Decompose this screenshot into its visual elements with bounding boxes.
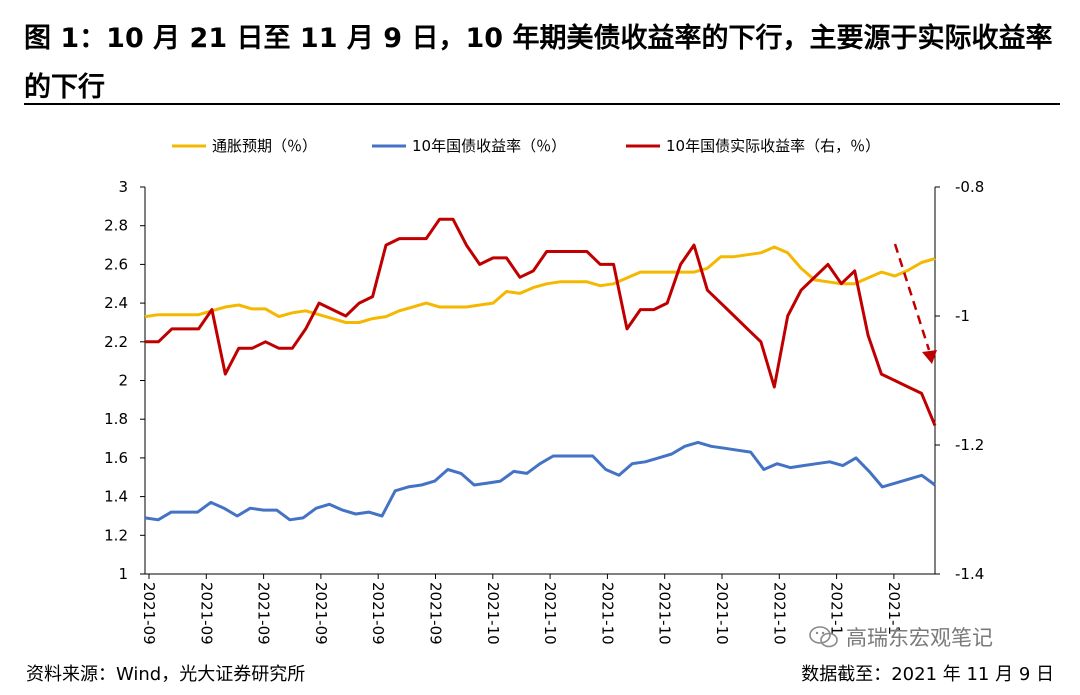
x-tick-label: 2021-10 [598,582,616,645]
x-tick-label: 2021-09 [255,582,273,645]
dashed-arrow-shaft [893,243,931,351]
y-tick-label-left: 2.6 [104,255,128,273]
watermark-text: 高瑞东宏观笔记 [846,626,993,650]
y-tick-label-left: 3 [118,178,128,196]
y-tick-label-left: 1 [118,565,128,583]
legend-label-1: 10年国债收益率（％） [412,137,566,155]
source-note: 资料来源：Wind，光大证券研究所 [26,664,306,685]
figure-title: 图 1：10 月 21 日至 11 月 9 日，10 年期美债收益率的下行，主要… [24,23,1053,103]
y-tick-label-left: 2 [118,372,128,390]
watermark: 高瑞东宏观笔记 [808,622,993,652]
y-tick-label-right: -1.2 [955,436,984,454]
x-tick-label: 2021-09 [427,582,445,645]
y-tick-label-left: 2.4 [104,294,128,312]
dashed-arrow-head [922,350,937,364]
y-tick-label-left: 1.6 [104,449,128,467]
y-tick-label-left: 1.2 [104,526,128,544]
y-tick-label-left: 1.8 [104,410,128,428]
x-tick-label: 2021-09 [140,582,158,645]
x-tick-label: 2021-09 [369,582,387,645]
y-tick-label-left: 2.8 [104,217,128,235]
x-tick-label: 2021-09 [197,582,215,645]
y-tick-label-right: -1 [955,307,970,325]
series-line-2 [145,217,937,427]
wechat-icon [809,626,838,648]
legend-label-0: 通胀预期（％） [212,137,317,155]
x-tick-label: 2021-1 [885,582,903,635]
x-tick-label: 2021-1 [828,582,846,635]
x-tick-label: 2021-10 [541,582,559,645]
date-note: 数据截至：2021 年 11 月 9 日 [801,664,1054,685]
y-tick-label-right: -0.8 [955,178,984,196]
line-chart: 3 2.8 2.6 2.4 2.2 2 1.8 1.6 1.4 1.2 1 -0.8 -1 -1.2 -1.… [104,137,984,645]
series-line-1 [144,440,936,522]
y-tick-label-left: 2.2 [104,333,128,351]
x-tick-label: 2021-10 [656,582,674,645]
series-line-0 [144,245,936,324]
y-tick-label-left: 1.4 [104,488,128,506]
title-rule [24,103,1060,105]
x-tick-label: 2021-10 [484,582,502,645]
x-tick-label: 2021-10 [770,582,788,645]
y-tick-label-right: -1.4 [955,565,984,583]
legend-label-2: 10年国债实际收益率（右，％） [666,137,880,155]
x-tick-label: 2021-10 [713,582,731,645]
x-tick-label: 2021-09 [312,582,330,645]
